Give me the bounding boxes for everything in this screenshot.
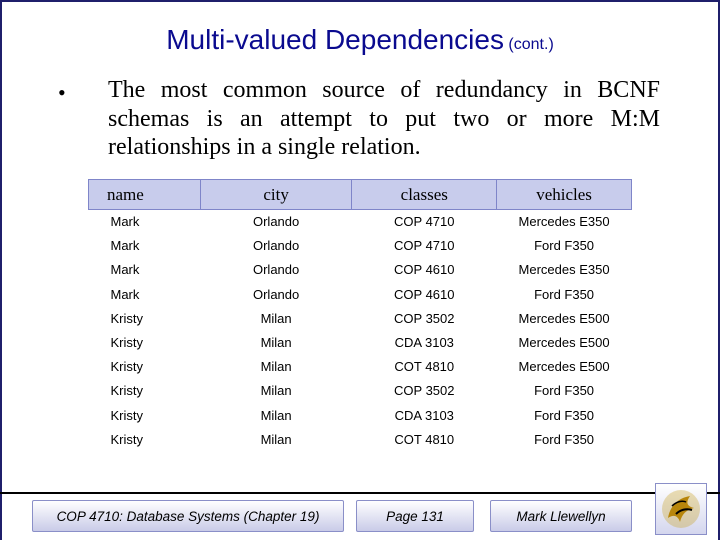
header-name: name [88,179,201,210]
cell-city: Orlando [252,214,300,230]
table-row: Kristy Milan CDA 3103 Mercedes E500 [89,330,632,354]
slide-title: Multi-valued Dependencies (cont.) [0,24,720,56]
cell-city: Milan [260,335,292,351]
footer-author: Mark Llewellyn [490,500,632,532]
cell-vehicles: Mercedes E500 [518,335,610,351]
cell-vehicles: Ford F350 [534,286,595,302]
header-city: city [199,179,353,210]
footer-course-text: COP 4710: Database Systems (Chapter 19) [56,508,320,524]
table-row: Kristy Milan COT 4810 Mercedes E500 [89,355,632,379]
table-row: Kristy Milan COT 4810 Ford F350 [89,427,632,451]
cell-city: Milan [260,310,292,326]
table-row: Mark Orlando COP 4610 Mercedes E350 [89,258,632,282]
cell-name: Mark [110,262,140,278]
header-classes: classes [351,179,498,210]
ucf-pegasus-logo-icon [655,483,707,535]
footer-bar [0,492,720,540]
cell-name: Kristy [110,310,144,326]
cell-classes: COP 3502 [394,383,455,399]
cell-vehicles: Ford F350 [534,238,595,254]
cell-classes: COP 4610 [394,286,455,302]
cell-vehicles: Mercedes E500 [518,359,610,375]
cell-name: Kristy [110,359,144,375]
cell-classes: COP 3502 [394,310,455,326]
cell-name: Mark [110,214,140,230]
cell-classes: CDA 3103 [394,407,454,423]
table-row: Mark Orlando COP 4710 Ford F350 [89,234,632,258]
cell-city: Milan [260,383,292,399]
footer-page-number: Page 131 [356,500,474,532]
cell-vehicles: Ford F350 [534,431,595,447]
cell-name: Mark [110,286,140,302]
slide-title-main: Multi-valued Dependencies [166,24,504,55]
header-vehicles: vehicles [496,179,632,210]
cell-classes: COP 4710 [394,214,455,230]
cell-name: Kristy [110,407,144,423]
table-row: Kristy Milan CDA 3103 Ford F350 [89,403,632,427]
table-row: Mark Orlando COP 4610 Ford F350 [89,282,632,306]
cell-vehicles: Mercedes E500 [518,310,610,326]
table-body: Mark Orlando COP 4710 Mercedes E350 Mark Orla… [89,210,632,452]
cell-vehicles: Mercedes E350 [518,214,610,230]
cell-city: Milan [260,407,292,423]
bullet-icon: • [58,80,66,105]
footer-course: COP 4710: Database Systems (Chapter 19) [32,500,344,532]
cell-city: Orlando [252,262,300,278]
cell-name: Mark [110,238,140,254]
cell-vehicles: Ford F350 [534,407,595,423]
cell-classes: COP 4710 [394,238,455,254]
relation-table: name city classes vehicles Mark Orlando CO… [88,179,632,451]
slide-title-sub: (cont.) [508,36,554,53]
cell-classes: COT 4810 [394,431,455,447]
cell-name: Kristy [110,431,144,447]
cell-vehicles: Mercedes E350 [518,262,610,278]
footer-page-text: Page 131 [386,508,444,524]
table-header-row: name city classes vehicles [88,179,632,210]
table-row: Kristy Milan COP 3502 Mercedes E500 [89,306,632,330]
cell-classes: CDA 3103 [394,335,454,351]
table-row: Kristy Milan COP 3502 Ford F350 [89,379,632,403]
body-paragraph: The most common source of redundancy in … [108,77,660,160]
logo-graphic [662,490,700,528]
cell-city: Orlando [252,286,300,302]
cell-name: Kristy [110,335,144,351]
table-row: Mark Orlando COP 4710 Mercedes E350 [89,210,632,234]
cell-city: Milan [260,431,292,447]
cell-classes: COT 4810 [394,359,455,375]
cell-classes: COP 4610 [394,262,455,278]
cell-vehicles: Ford F350 [534,383,595,399]
footer-author-text: Mark Llewellyn [516,508,606,524]
cell-city: Milan [260,359,292,375]
cell-city: Orlando [252,238,300,254]
cell-name: Kristy [110,383,144,399]
